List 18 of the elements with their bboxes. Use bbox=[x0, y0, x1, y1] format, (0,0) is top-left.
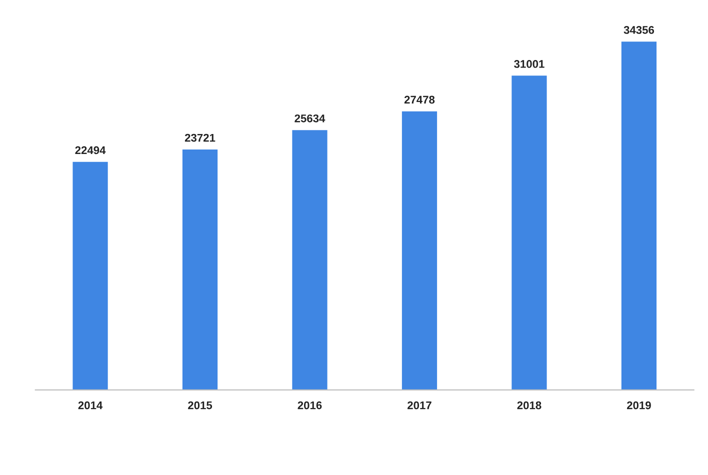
x-tick-label: 2017 bbox=[408, 401, 432, 410]
bar bbox=[512, 76, 547, 390]
data-label: 27478 bbox=[404, 96, 435, 104]
x-tick-label: 2018 bbox=[517, 401, 542, 410]
bar bbox=[621, 42, 657, 390]
bar bbox=[72, 162, 108, 390]
data-label: 31001 bbox=[514, 60, 544, 68]
bar bbox=[402, 111, 438, 390]
data-label: 23721 bbox=[184, 134, 216, 142]
x-tick-label: 2015 bbox=[188, 401, 212, 410]
bar bbox=[182, 149, 218, 390]
x-tick-label: 2016 bbox=[298, 401, 322, 410]
data-label: 25634 bbox=[294, 114, 326, 122]
bar bbox=[292, 130, 328, 390]
data-label: 34356 bbox=[624, 26, 654, 34]
x-tick-label: 2019 bbox=[627, 401, 651, 410]
data-label: 22494 bbox=[75, 146, 106, 154]
x-tick-label: 2014 bbox=[78, 401, 103, 410]
